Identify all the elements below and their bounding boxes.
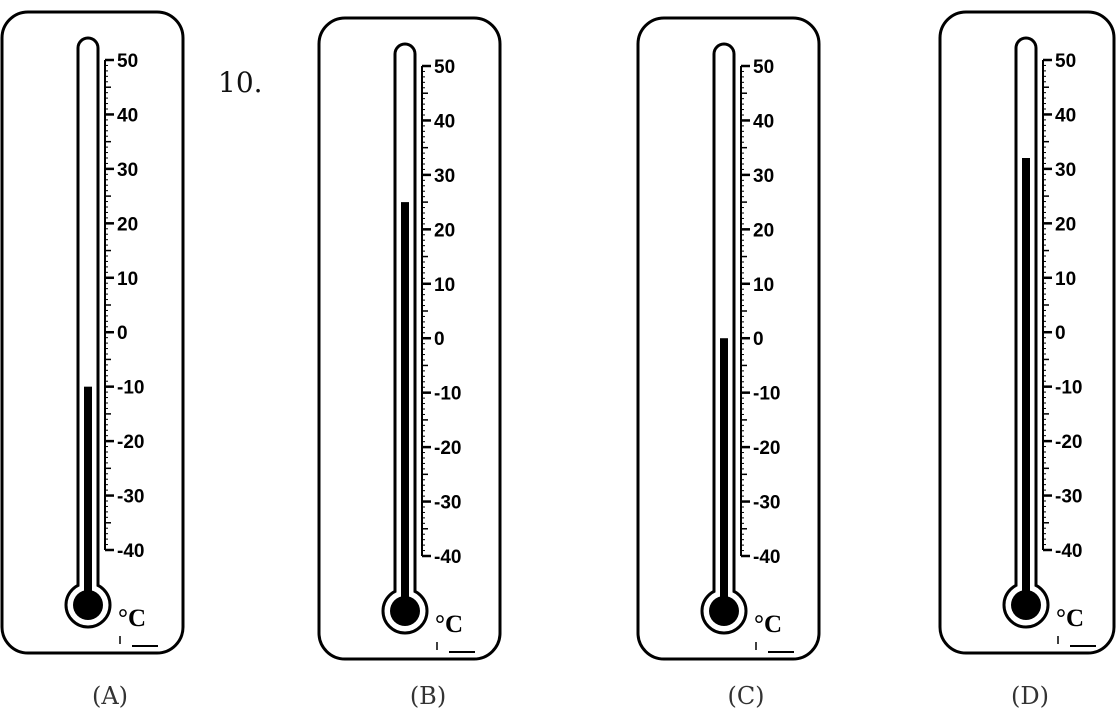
option-label-b: (B) — [409, 682, 447, 710]
scale-label-a: 20 — [117, 214, 138, 235]
scale-label-a: 10 — [117, 269, 138, 290]
thermometer-c: 50 40 30 20 10 0 -10 -20 -30 -40 °C — [636, 16, 821, 661]
scale-label-d: 40 — [1055, 105, 1076, 126]
scale-label-c: 50 — [753, 57, 774, 78]
thermometer-d: 50 40 30 20 10 0 -10 -20 -30 -40 °C — [938, 10, 1116, 655]
scale-label-c: -40 — [753, 547, 780, 568]
scale-label-a: 50 — [117, 51, 138, 72]
scale-label-a: -40 — [117, 541, 144, 562]
thermometer-bulb-b — [390, 596, 420, 626]
scale-label-c: -30 — [753, 493, 780, 514]
scale-label-d: -20 — [1055, 432, 1082, 453]
scale-label-b: -40 — [434, 547, 461, 568]
scale-label-d: 0 — [1055, 323, 1066, 344]
scale-label-d: 50 — [1055, 51, 1076, 72]
scale-label-b: -20 — [434, 438, 461, 459]
scale-label-d: -40 — [1055, 541, 1082, 562]
scale-label-b: 50 — [434, 57, 455, 78]
scale-label-a: 40 — [117, 105, 138, 126]
question-number: 10. — [218, 66, 263, 99]
scale-label-c: 20 — [753, 220, 774, 241]
mercury-column-d — [1022, 158, 1030, 595]
unit-label-d: °C — [1056, 605, 1084, 632]
scale-label-a: -10 — [117, 378, 144, 399]
thermometer-b: 50 40 30 20 10 0 -10 -20 -30 -40 °C — [317, 16, 502, 661]
thermometer-bulb-a — [73, 590, 103, 620]
unit-label-c: °C — [754, 611, 782, 638]
scale-label-d: -10 — [1055, 378, 1082, 399]
scale-label-c: -20 — [753, 438, 780, 459]
option-label-a: (A) — [91, 682, 129, 710]
scale-label-a: 30 — [117, 160, 138, 181]
thermometer-bulb-c — [709, 596, 739, 626]
scale-label-b: -10 — [434, 384, 461, 405]
scale-label-c: 30 — [753, 166, 774, 187]
scale-label-b: 40 — [434, 111, 455, 132]
mercury-column-a — [84, 386, 92, 595]
option-label-d: (D) — [1011, 682, 1049, 710]
scale-label-d: 10 — [1055, 269, 1076, 290]
scale-label-a: -20 — [117, 432, 144, 453]
thermometer-a: 50 40 30 20 10 0 -10 -20 -30 -40 °C — [0, 10, 185, 655]
scale-label-d: 30 — [1055, 160, 1076, 181]
mercury-column-c — [720, 338, 728, 601]
unit-label-b: °C — [435, 611, 463, 638]
unit-label-a: °C — [118, 605, 146, 632]
scale-label-a: 0 — [117, 323, 128, 344]
mercury-column-b — [401, 202, 409, 601]
scale-label-b: 20 — [434, 220, 455, 241]
scale-label-d: 20 — [1055, 214, 1076, 235]
thermometer-bulb-d — [1011, 590, 1041, 620]
scale-label-c: 40 — [753, 111, 774, 132]
scale-label-b: 0 — [434, 329, 445, 350]
scale-label-c: -10 — [753, 384, 780, 405]
scale-label-a: -30 — [117, 487, 144, 508]
option-label-c: (C) — [727, 682, 765, 710]
scale-label-c: 10 — [753, 275, 774, 296]
scale-label-b: -30 — [434, 493, 461, 514]
scale-label-c: 0 — [753, 329, 764, 350]
scale-label-b: 10 — [434, 275, 455, 296]
scale-label-b: 30 — [434, 166, 455, 187]
scale-label-d: -30 — [1055, 487, 1082, 508]
